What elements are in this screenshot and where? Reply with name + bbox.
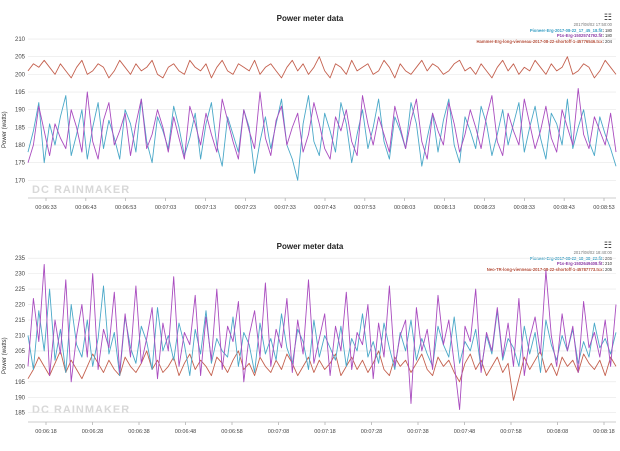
y-tick-label: 190 <box>15 108 26 114</box>
tooltip-entry-label: P1s-Erg-1502574792.fit <box>556 33 603 39</box>
x-tick-label: 00:07:13 <box>195 205 216 211</box>
series-line-p1s <box>27 263 617 411</box>
x-tick-label: 00:07:48 <box>454 429 475 435</box>
tooltip-entry-label: Hammer-Erg-long-vienneau-2017-08-22-shor… <box>476 38 603 44</box>
y-tick-label: 215 <box>15 318 26 324</box>
y-tick-label: 205 <box>15 349 26 355</box>
x-tick-label: 00:08:23 <box>474 205 495 211</box>
x-tick-label: 00:08:08 <box>547 429 568 435</box>
x-tick-label: 00:07:08 <box>268 429 289 435</box>
y-tick-label: 235 <box>15 256 26 262</box>
y-tick-label: 205 <box>15 55 26 61</box>
y-tick-label: 175 <box>15 161 26 167</box>
tooltip-entry-value: 204 <box>605 38 612 44</box>
y-tick-label: 195 <box>15 90 26 96</box>
tooltip-entry: Hammer-Erg-long-vienneau-2017-08-22-shor… <box>476 38 612 44</box>
tooltip-entry: Neo-TR-long-vienneau-2017-08-22-shortoff… <box>486 266 612 272</box>
x-tick-label: 00:07:03 <box>155 205 176 211</box>
y-tick-label: 185 <box>15 125 26 131</box>
series-line-neo <box>27 350 617 401</box>
x-tick-label: 00:07:43 <box>314 205 335 211</box>
y-tick-label: 195 <box>15 380 26 386</box>
chart-menu-icon[interactable]: ☷ <box>603 240 612 250</box>
tooltip-entry-value: 210 <box>605 261 612 267</box>
tooltip-entry: P1s-Erg-1502574792.fit: 180 <box>556 33 612 39</box>
chart-panel-top: Power meter data ☷ 2017/08/02 17:50:00 P… <box>0 0 620 222</box>
x-tick-label: 00:07:23 <box>235 205 256 211</box>
watermark: DC RAINMAKER <box>32 184 131 196</box>
series-line-pioneer <box>27 285 617 377</box>
x-tick-label: 00:08:33 <box>514 205 535 211</box>
x-tick-label: 00:06:43 <box>75 205 96 211</box>
x-tick-label: 00:06:53 <box>115 205 136 211</box>
y-tick-label: 210 <box>15 37 26 43</box>
x-tick-label: 00:08:53 <box>593 205 614 211</box>
chart-title: Power meter data <box>276 242 344 251</box>
tooltip-entry: Pioneer-Erg-2017-08-22_17_45_18.fit: 180 <box>529 27 612 33</box>
y-tick-label: 210 <box>15 333 26 339</box>
tooltip-entry-value: 205 <box>605 266 612 272</box>
x-tick-label: 00:06:18 <box>35 429 56 435</box>
x-tick-label: 00:07:53 <box>354 205 375 211</box>
y-tick-label: 170 <box>15 178 26 184</box>
x-tick-label: 00:07:38 <box>407 429 428 435</box>
series-line-hammer <box>27 56 617 79</box>
tooltip-entry-label: Neo-TR-long-vienneau-2017-08-22-shortoff… <box>486 266 603 272</box>
x-tick-label: 00:07:33 <box>274 205 295 211</box>
y-tick-label: 230 <box>15 272 26 278</box>
x-tick-label: 00:07:58 <box>500 429 521 435</box>
tooltip-timestamp: 2017/08/02 18:40:00 <box>573 250 612 255</box>
series-line-p1s <box>27 88 617 163</box>
tooltip-entry-label: Pioneer-Erg-2017-08-22_17_45_18.fit <box>529 27 603 33</box>
y-tick-label: 200 <box>15 72 26 78</box>
x-tick-label: 00:08:13 <box>434 205 455 211</box>
x-tick-label: 00:06:28 <box>82 429 103 435</box>
chart-menu-icon[interactable]: ☷ <box>603 12 612 22</box>
tooltip-entry-value: 180 <box>605 27 612 33</box>
x-tick-label: 00:07:28 <box>361 429 382 435</box>
y-tick-label: 190 <box>15 395 26 401</box>
tooltip-entry-value: 180 <box>605 33 612 39</box>
x-tick-label: 00:06:48 <box>175 429 196 435</box>
tooltip-legend: 2017/08/02 17:50:00 Pioneer-Erg-2017-08-… <box>477 22 612 44</box>
y-tick-label: 200 <box>15 364 26 370</box>
chart-title: Power meter data <box>276 14 344 23</box>
x-tick-label: 00:07:18 <box>314 429 335 435</box>
y-tick-label: 220 <box>15 303 26 309</box>
x-tick-label: 00:08:43 <box>553 205 574 211</box>
x-tick-label: 00:08:03 <box>394 205 415 211</box>
x-tick-label: 00:06:38 <box>128 429 149 435</box>
x-tick-label: 00:06:33 <box>35 205 56 211</box>
chart-plot[interactable]: 170 175 180 185 190 195 200 205 210 00:06:33 00:06… <box>0 0 620 222</box>
x-tick-label: 00:06:58 <box>221 429 242 435</box>
tooltip-timestamp: 2017/08/02 17:50:00 <box>573 22 612 27</box>
tooltip-entry-label: P1s-Erg-1502649408.fit <box>556 261 603 267</box>
chart-panel-bottom: Power meter data ☷ 2017/08/02 18:40:00 P… <box>0 228 620 451</box>
x-tick-label: 00:08:18 <box>593 429 614 435</box>
chart-plot[interactable]: 18519019520020521021522022523023500:06:1… <box>0 228 620 451</box>
y-tick-label: 180 <box>15 143 26 149</box>
y-tick-label: 185 <box>15 411 26 417</box>
y-tick-label: 225 <box>15 287 26 293</box>
tooltip-entry: P1s-Erg-1502649408.fit: 210 <box>556 261 612 267</box>
